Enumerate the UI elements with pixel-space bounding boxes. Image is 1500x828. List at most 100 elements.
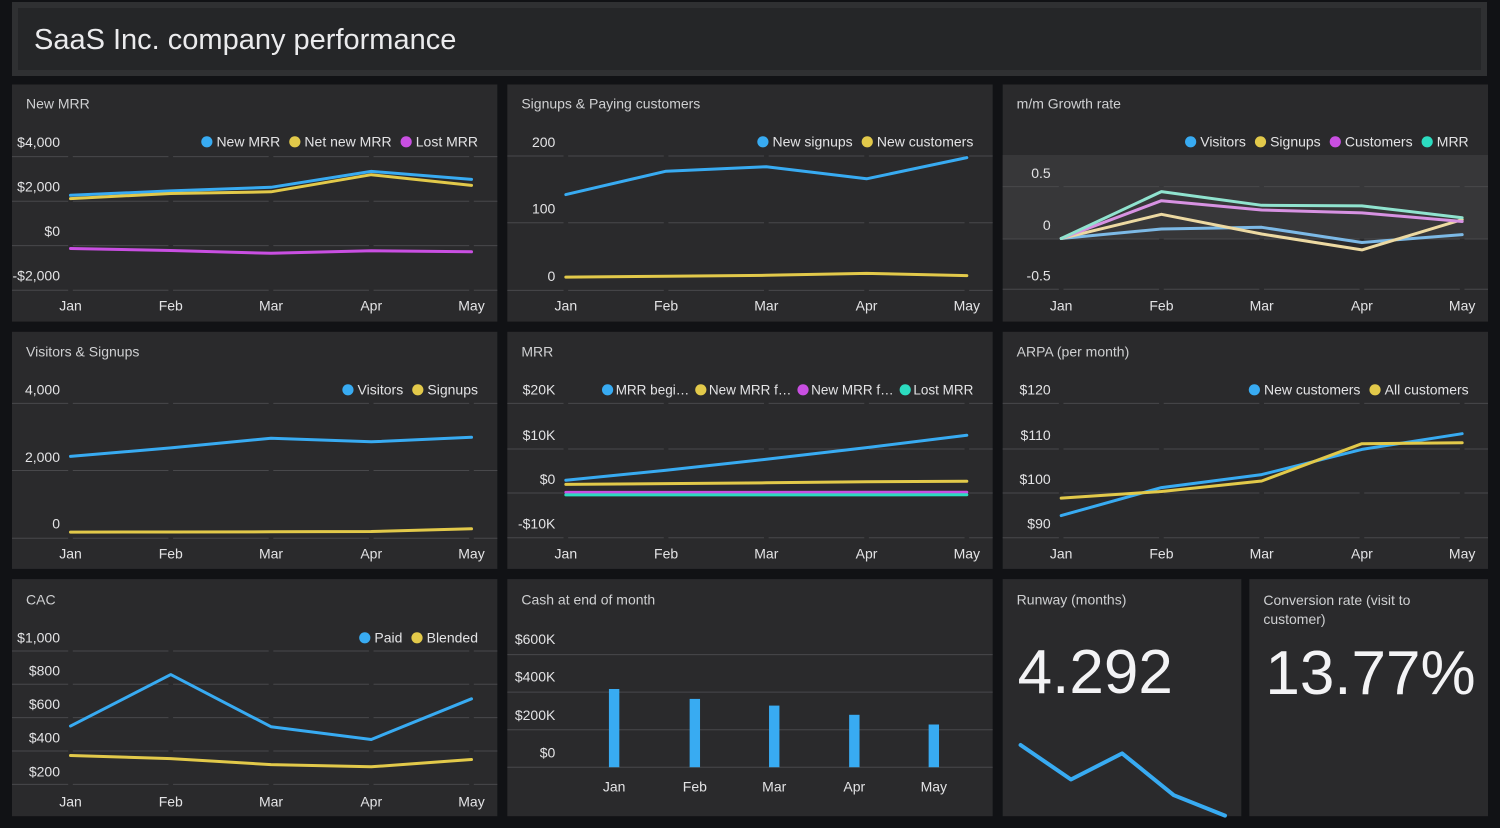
svg-text:Jan: Jan: [603, 778, 626, 794]
svg-text:4.292: 4.292: [1018, 638, 1173, 707]
svg-text:New customers: New customers: [877, 134, 973, 150]
svg-text:New MRR f…: New MRR f…: [709, 383, 792, 398]
svg-text:$0: $0: [540, 745, 556, 761]
svg-text:Visitors & Signups: Visitors & Signups: [26, 343, 139, 359]
svg-text:4,000: 4,000: [25, 382, 60, 398]
svg-text:Apr: Apr: [856, 298, 878, 314]
svg-text:13.77%: 13.77%: [1265, 639, 1475, 708]
svg-text:Apr: Apr: [1351, 546, 1373, 562]
svg-text:$90: $90: [1027, 516, 1051, 532]
svg-text:$4,000: $4,000: [17, 134, 60, 150]
svg-text:Conversion rate (visit to: Conversion rate (visit to: [1263, 592, 1410, 608]
svg-text:Jan: Jan: [59, 298, 82, 314]
svg-text:$200: $200: [29, 764, 60, 780]
svg-text:Signups: Signups: [427, 382, 478, 398]
svg-text:Lost MRR: Lost MRR: [416, 134, 478, 150]
svg-text:$100: $100: [1020, 471, 1051, 487]
svg-text:-$10K: -$10K: [518, 516, 556, 532]
svg-text:Visitors: Visitors: [1200, 134, 1246, 150]
svg-text:New customers: New customers: [1264, 382, 1360, 398]
svg-text:New MRR: New MRR: [26, 95, 90, 111]
svg-text:Apr: Apr: [360, 298, 382, 314]
svg-text:$0: $0: [44, 223, 60, 239]
svg-text:Visitors: Visitors: [358, 382, 404, 398]
svg-text:Net new MRR: Net new MRR: [304, 134, 391, 150]
svg-text:Feb: Feb: [159, 794, 183, 810]
svg-text:$2,000: $2,000: [17, 179, 60, 195]
svg-text:May: May: [458, 794, 484, 810]
svg-text:Paid: Paid: [374, 630, 402, 646]
svg-text:May: May: [1449, 298, 1475, 314]
svg-text:$10K: $10K: [523, 427, 556, 443]
svg-text:$400: $400: [29, 730, 60, 746]
svg-text:100: 100: [532, 201, 556, 217]
svg-text:MRR begi…: MRR begi…: [616, 383, 690, 398]
svg-text:Runway (months): Runway (months): [1017, 591, 1127, 607]
svg-text:Signups & Paying customers: Signups & Paying customers: [521, 95, 700, 111]
svg-text:ARPA (per month): ARPA (per month): [1017, 343, 1130, 359]
svg-text:Apr: Apr: [1351, 298, 1373, 314]
svg-text:200: 200: [532, 134, 556, 150]
svg-text:Signups: Signups: [1270, 134, 1321, 150]
svg-text:0: 0: [52, 516, 60, 532]
svg-text:Jan: Jan: [1050, 298, 1073, 314]
svg-text:New MRR: New MRR: [216, 134, 280, 150]
svg-text:$0: $0: [540, 471, 556, 487]
svg-text:MRR: MRR: [521, 343, 553, 359]
svg-text:Blended: Blended: [427, 630, 478, 646]
svg-text:May: May: [458, 546, 484, 562]
svg-text:Jan: Jan: [1050, 546, 1073, 562]
svg-text:Mar: Mar: [754, 298, 778, 314]
svg-text:Mar: Mar: [259, 794, 283, 810]
svg-text:Mar: Mar: [1250, 298, 1274, 314]
svg-text:Cash at end of month: Cash at end of month: [521, 591, 655, 607]
svg-text:0: 0: [1043, 217, 1051, 233]
svg-text:Mar: Mar: [1250, 546, 1274, 562]
svg-text:May: May: [954, 298, 980, 314]
svg-text:Feb: Feb: [683, 778, 707, 794]
svg-text:m/m Growth rate: m/m Growth rate: [1017, 95, 1121, 111]
svg-text:Mar: Mar: [754, 546, 778, 562]
svg-text:Apr: Apr: [360, 794, 382, 810]
svg-text:Mar: Mar: [259, 546, 283, 562]
svg-text:Customers: Customers: [1345, 134, 1413, 150]
svg-text:$400K: $400K: [515, 669, 556, 685]
svg-text:$600: $600: [29, 696, 60, 712]
svg-text:Jan: Jan: [555, 546, 578, 562]
svg-text:$120: $120: [1020, 382, 1051, 398]
svg-text:$110: $110: [1021, 427, 1051, 443]
svg-text:Apr: Apr: [856, 546, 878, 562]
svg-text:Jan: Jan: [59, 794, 82, 810]
svg-text:May: May: [954, 546, 980, 562]
svg-text:May: May: [921, 778, 947, 794]
svg-text:Feb: Feb: [654, 298, 678, 314]
svg-text:Feb: Feb: [159, 298, 183, 314]
svg-text:customer): customer): [1263, 611, 1325, 627]
svg-text:Feb: Feb: [159, 546, 183, 562]
svg-text:$600K: $600K: [515, 631, 556, 647]
svg-text:SaaS Inc. company performance: SaaS Inc. company performance: [34, 24, 456, 56]
svg-text:$800: $800: [29, 663, 60, 679]
svg-text:-$2,000: -$2,000: [13, 268, 61, 284]
svg-text:All customers: All customers: [1385, 382, 1469, 398]
svg-text:Feb: Feb: [1149, 298, 1173, 314]
svg-text:Apr: Apr: [843, 778, 865, 794]
svg-text:$1,000: $1,000: [17, 630, 60, 646]
svg-text:Lost MRR: Lost MRR: [913, 383, 973, 398]
svg-text:Apr: Apr: [360, 546, 382, 562]
svg-text:Feb: Feb: [1149, 546, 1173, 562]
svg-text:0.5: 0.5: [1031, 165, 1051, 181]
svg-text:May: May: [1449, 546, 1475, 562]
svg-text:Feb: Feb: [654, 546, 678, 562]
svg-text:New signups: New signups: [773, 134, 853, 150]
svg-text:CAC: CAC: [26, 591, 56, 607]
svg-text:Jan: Jan: [59, 546, 82, 562]
svg-text:Jan: Jan: [555, 298, 578, 314]
svg-text:New MRR f…: New MRR f…: [811, 383, 894, 398]
svg-text:Mar: Mar: [762, 778, 786, 794]
svg-text:$20K: $20K: [523, 382, 556, 398]
svg-text:Mar: Mar: [259, 298, 283, 314]
svg-text:-0.5: -0.5: [1027, 267, 1051, 283]
svg-text:$200K: $200K: [515, 707, 556, 723]
svg-text:MRR: MRR: [1437, 134, 1469, 150]
